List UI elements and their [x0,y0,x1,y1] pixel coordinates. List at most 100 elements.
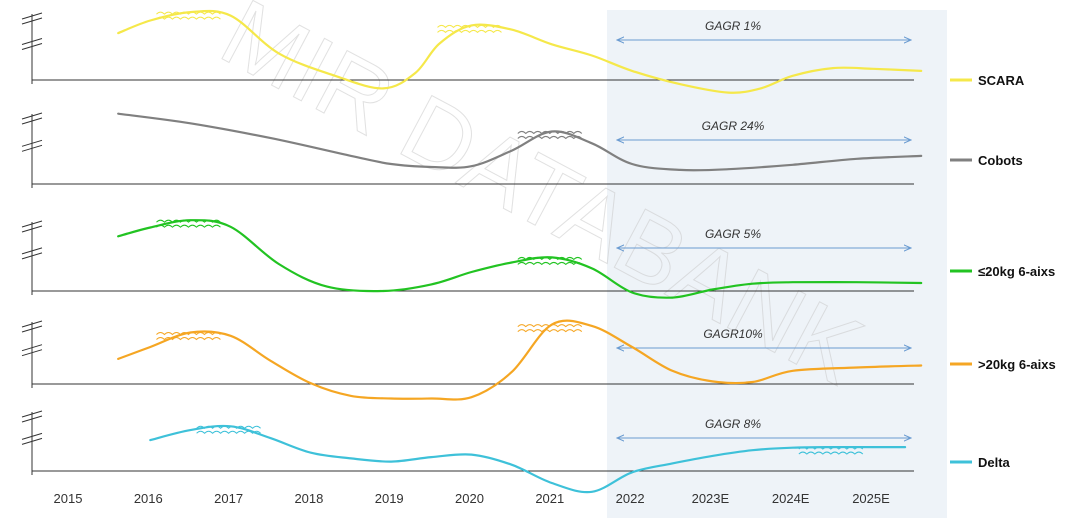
axis-break-mark [21,247,43,260]
data-point [856,366,858,369]
data-point [270,360,272,362]
axis-break-mark [21,112,43,125]
axis-break-mark [21,432,43,445]
data-point [727,91,730,94]
data-point [711,455,714,457]
data-point [751,449,754,452]
data-point [510,371,513,373]
data-point [591,491,593,493]
break-scribble [156,11,221,20]
axis-break-mark [21,344,43,357]
data-point [414,72,417,74]
data-point [470,271,473,273]
x-tick-label: 2021 [535,491,564,506]
data-point [671,296,674,299]
data-point [510,261,513,264]
data-point [229,335,232,337]
break-scribble [798,446,864,455]
data-point [149,19,152,22]
data-point [390,163,393,165]
data-point [904,446,906,448]
data-point [470,165,473,167]
data-point [631,471,633,474]
data-point [920,282,922,284]
data-point [791,281,794,284]
cagr-label: GAGR 1% [705,19,761,33]
break-scribble [517,324,583,333]
data-point [591,54,593,57]
data-point [229,14,232,17]
data-point [382,87,385,90]
data-point [278,52,280,55]
data-point [149,439,152,441]
data-point [551,43,553,46]
axis-break-mark [21,12,43,25]
data-point [117,358,119,360]
data-point [350,395,352,397]
cagr-label: GAGR10% [703,327,763,341]
data-point [920,155,922,157]
data-point [350,457,352,460]
x-tick-label: 2023E [692,491,730,506]
x-tick-label: 2022 [616,491,645,506]
series-3: GAGR10% >20kg 6-aixs [21,319,1056,401]
axis-break-mark [21,220,43,233]
data-point [350,155,352,157]
data-point [671,462,674,465]
data-point [631,291,633,294]
data-point [326,285,328,288]
data-point [791,446,794,449]
data-point [117,235,119,238]
data-point [679,169,682,171]
break-scribble [517,256,583,266]
data-point [631,346,633,348]
data-point [872,446,874,448]
data-point [856,158,858,160]
data-point [334,75,336,77]
data-point [631,163,633,165]
cagr-label: GAGR 24% [702,119,765,133]
data-point [711,380,714,383]
axis-break-mark [21,320,43,333]
x-tick-label: 2024E [772,491,810,506]
forecast-shaded-region [607,10,947,518]
data-point [430,283,433,286]
x-tick-label: 2019 [375,491,404,506]
axis-break-mark [21,139,43,152]
data-point [591,142,593,145]
data-point [149,346,152,348]
series-4: GAGR 8% Delta [21,410,1011,494]
x-axis-ticks: 2015 2016 2017 2018 2019 2020 2021 2022 2023E 202… [54,491,891,506]
data-point [117,112,119,115]
legend-label: Delta [978,455,1011,470]
legend-label: >20kg 6-aixs [978,357,1056,372]
x-tick-label: 2018 [294,491,323,506]
cagr-label: GAGR 8% [705,417,761,431]
x-tick-label: 2016 [134,491,163,506]
data-point [510,28,513,31]
data-point [310,451,312,454]
data-point [872,68,874,70]
data-point [470,396,473,399]
series-line [149,424,907,494]
data-point [390,397,393,400]
data-point [430,397,433,400]
data-point [856,281,858,284]
x-tick-label: 2020 [455,491,484,506]
data-point [591,267,593,270]
data-point [751,282,754,285]
data-point [430,456,433,458]
data-point [117,32,119,34]
data-point [390,460,393,463]
data-point [671,370,674,372]
break-scribble [156,332,221,341]
panels: GAGR 1% SCARA GAGR 24% Cobots GAGR 5% ≤20kg 6… [21,9,1056,494]
axis-break-mark [21,410,43,423]
data-point [438,42,441,45]
data-point [510,463,513,466]
legend-label: ≤20kg 6-aixs [978,264,1055,279]
data-point [920,70,922,72]
x-tick-label: 2025E [852,491,890,506]
data-point [430,166,433,168]
